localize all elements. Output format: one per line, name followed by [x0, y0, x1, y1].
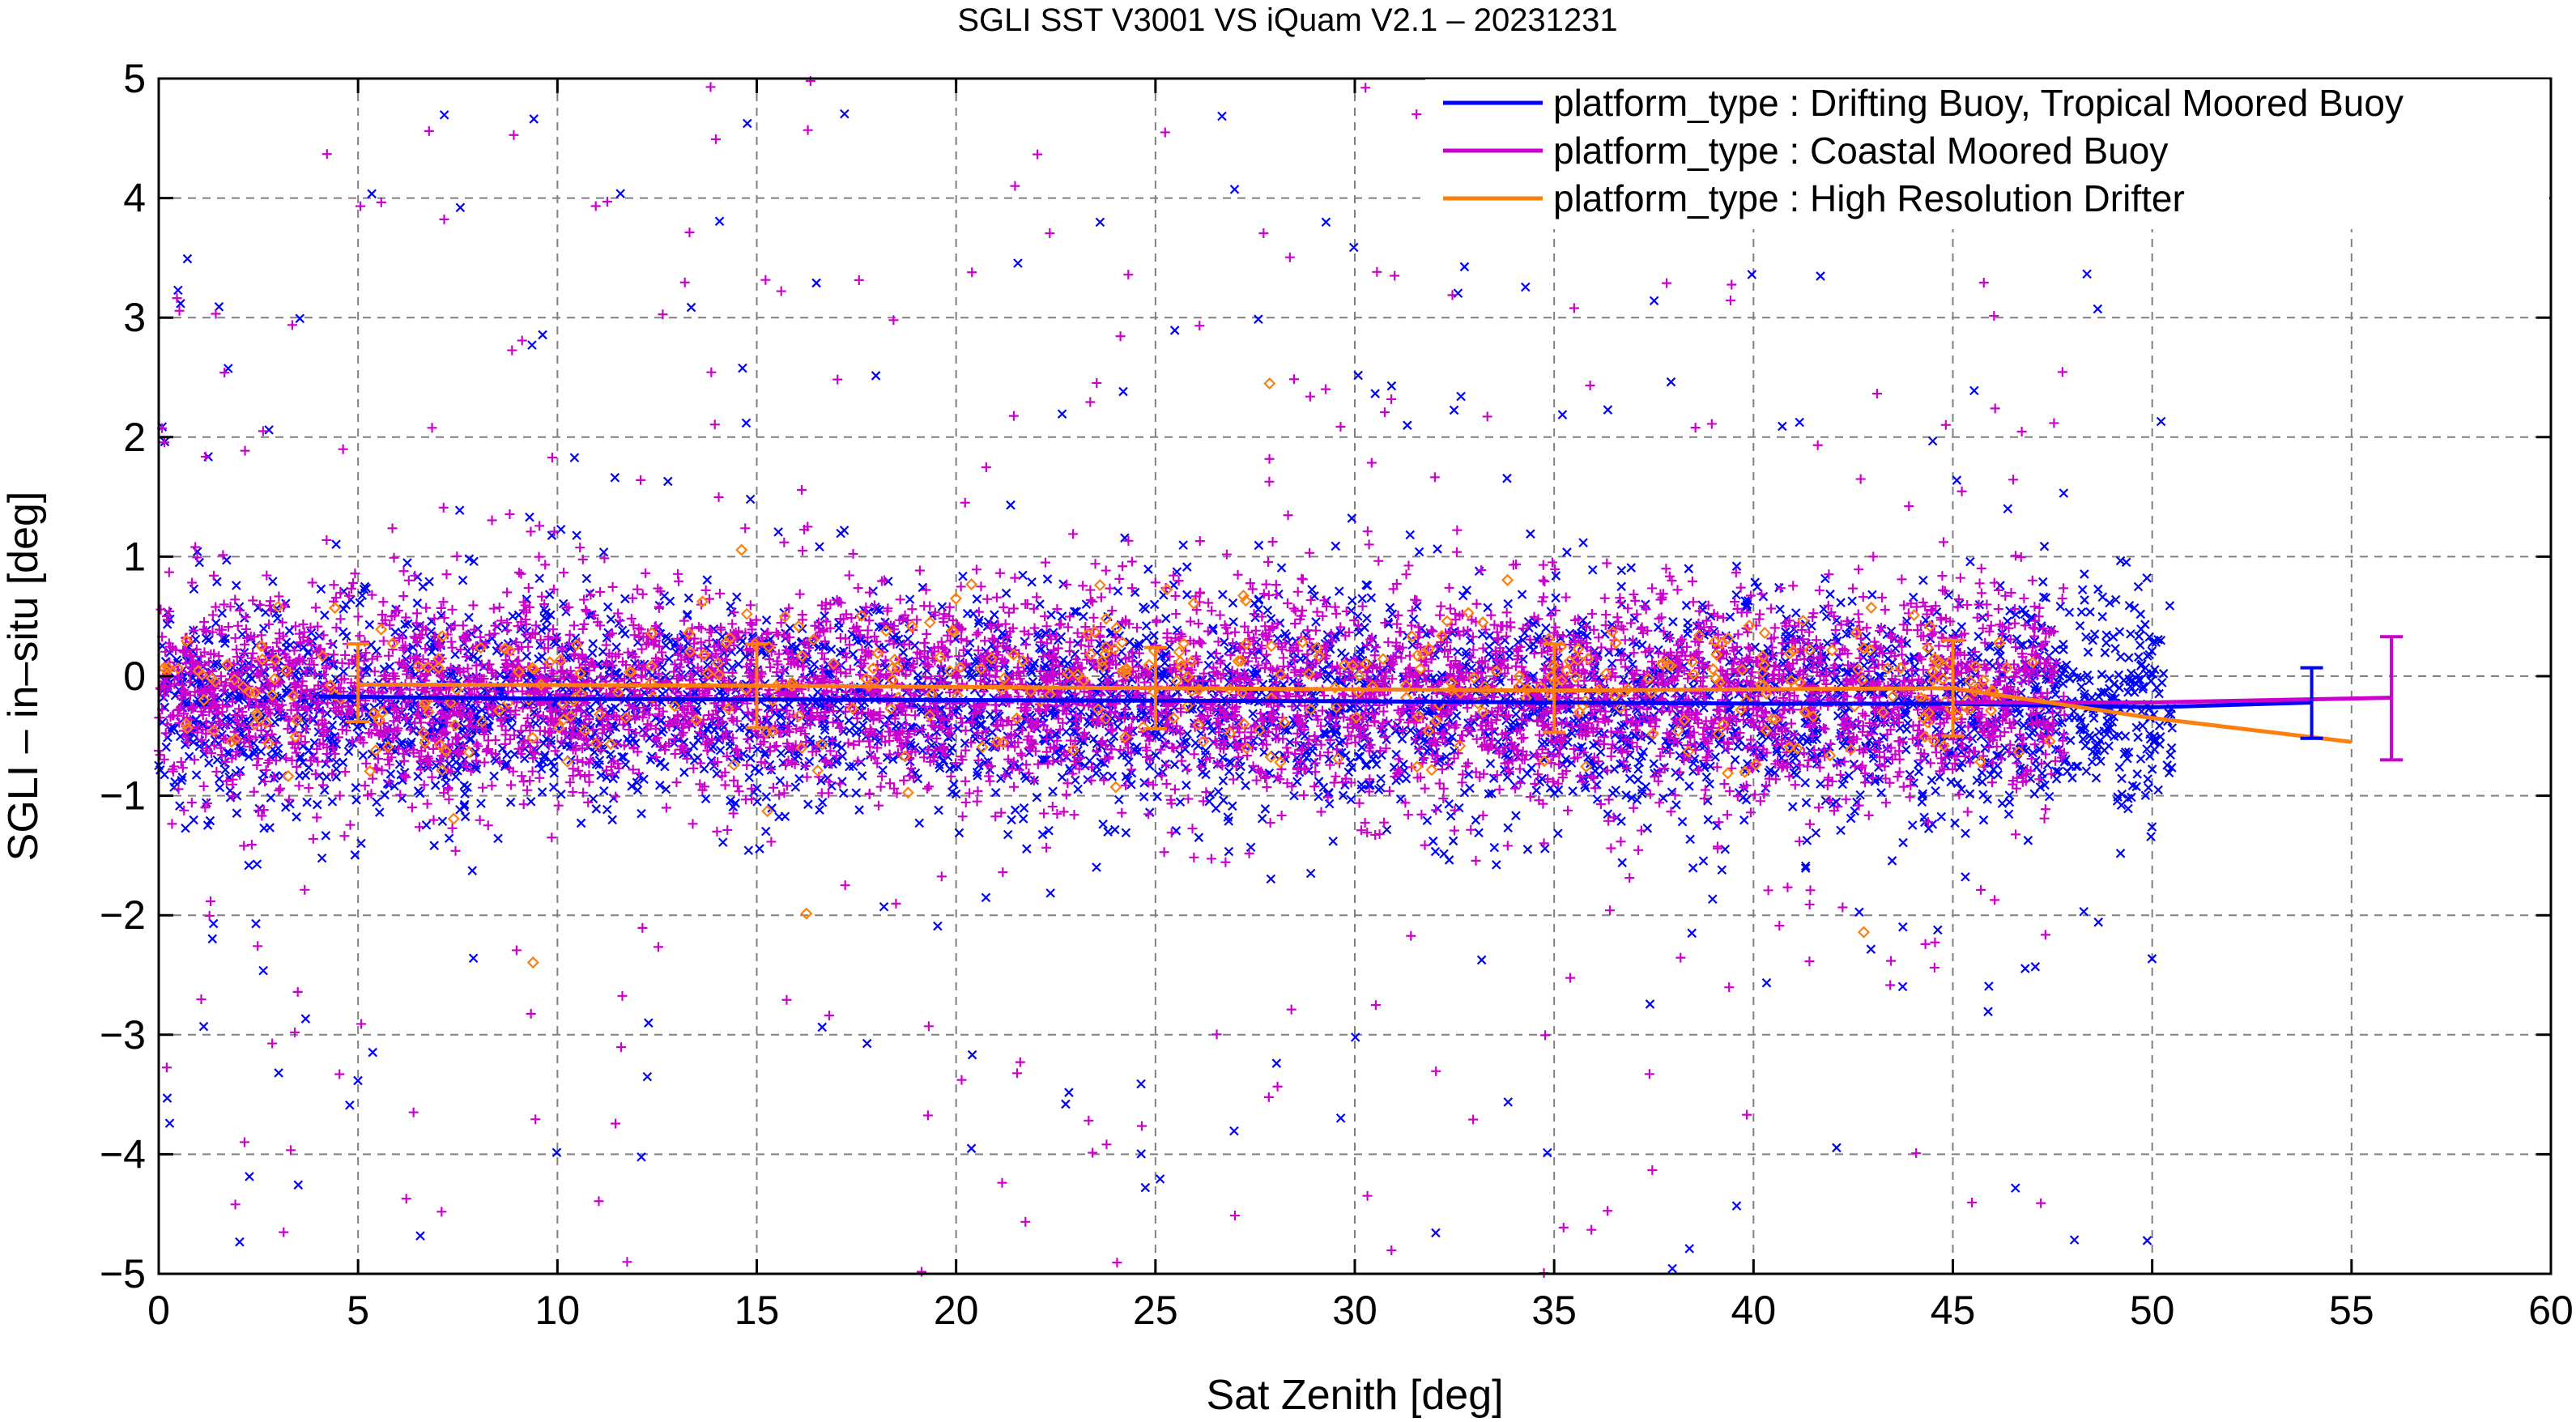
- legend: platform_type : Drifting Buoy, Tropical …: [1425, 79, 2549, 229]
- x-axis-label: Sat Zenith [deg]: [1206, 1372, 1503, 1419]
- x-tick-label: 30: [1332, 1288, 1377, 1333]
- y-tick-label: −4: [100, 1131, 146, 1177]
- x-tick-label: 40: [1731, 1288, 1777, 1333]
- x-tick-label: 60: [2528, 1288, 2574, 1333]
- y-tick-label: 5: [123, 56, 146, 101]
- x-tick-label: 50: [2130, 1288, 2175, 1333]
- x-tick-label: 55: [2329, 1288, 2374, 1333]
- x-tick-label: 0: [147, 1288, 170, 1333]
- legend-label-high-resolution-drifter: platform_type : High Resolution Drifter: [1553, 177, 2185, 219]
- x-tick-label: 20: [934, 1288, 979, 1333]
- y-tick-label: 1: [123, 534, 146, 579]
- chart-title: SGLI SST V3001 VS iQuam V2.1 – 20231231: [957, 2, 1617, 38]
- y-tick-label: −5: [100, 1251, 146, 1296]
- legend-label-drifting-buoy: platform_type : Drifting Buoy, Tropical …: [1553, 82, 2404, 124]
- y-tick-label: −2: [100, 892, 146, 938]
- high-resolution-drifter-points: [158, 377, 2056, 969]
- x-tick-label: 25: [1133, 1288, 1178, 1333]
- x-tick-label: 10: [535, 1288, 581, 1333]
- y-tick-label: 2: [123, 415, 146, 460]
- x-tick-label: 45: [1931, 1288, 1976, 1333]
- y-tick-label: −1: [100, 773, 146, 819]
- y-tick-label: −3: [100, 1012, 146, 1058]
- x-tick-label: 5: [347, 1288, 369, 1333]
- y-axis-label: SGLI – in–situ [deg]: [0, 492, 47, 862]
- y-tick-label: 0: [123, 654, 146, 699]
- x-tick-label: 15: [734, 1288, 780, 1333]
- y-tick-label: 4: [123, 176, 146, 221]
- error-bars: [347, 635, 2404, 762]
- x-tick-label: 35: [1531, 1288, 1577, 1333]
- legend-label-coastal-moored-buoy: platform_type : Coastal Moored Buoy: [1553, 130, 2168, 172]
- y-tick-label: 3: [123, 295, 146, 340]
- legend-background: [1425, 79, 2549, 229]
